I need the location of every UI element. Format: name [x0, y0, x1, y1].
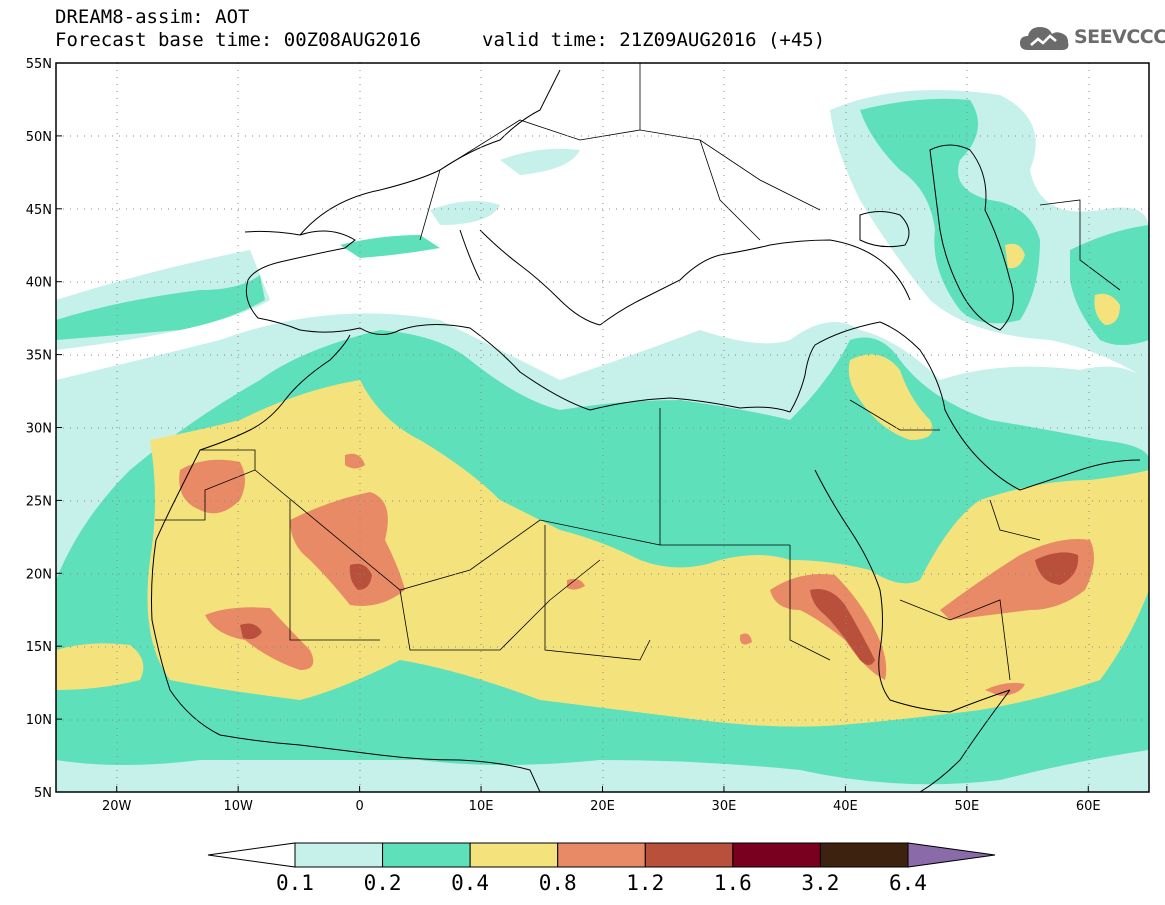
colorbar-segment [294, 842, 384, 868]
colorbar [207, 842, 996, 868]
lon-label: 10W [223, 799, 253, 814]
lon-label: 20E [590, 799, 615, 814]
colorbar-label: 1.2 [626, 871, 665, 895]
logo-text: SEEVCCC [1074, 26, 1165, 48]
lat-label: 5N [34, 786, 52, 801]
colorbar-segment [819, 842, 909, 868]
cloud-icon [1020, 27, 1069, 50]
lat-label: 15N [26, 640, 52, 655]
seevccc-logo: SEEVCCC [1018, 22, 1165, 54]
forecast-base-time: Forecast base time: 00Z08AUG2016 [55, 29, 422, 51]
colorbar-label: 0.2 [363, 871, 402, 895]
lat-label: 35N [26, 349, 52, 364]
borders [155, 63, 1121, 681]
title-line-1: DREAM8-assim: AOT [55, 6, 250, 28]
colorbar-min-arrow [207, 842, 296, 868]
lon-label: 40E [833, 799, 858, 814]
lat-label: 55N [26, 57, 52, 72]
colorbar-segment [557, 842, 646, 868]
colorbar-label: 0.8 [538, 871, 577, 895]
colorbar-max-arrow [907, 842, 996, 868]
lon-label: 50E [954, 799, 979, 814]
colorbar-label: 0.1 [276, 871, 314, 895]
lon-label: 10E [469, 799, 494, 814]
graticule [56, 63, 1149, 792]
lat-label: 40N [26, 276, 52, 291]
lon-label: 0 [355, 799, 363, 814]
latitude-labels: 55N 50N 45N 40N 35N 30N 25N 20N 15N 10N 5N [26, 57, 62, 801]
lon-label: 60E [1076, 799, 1101, 814]
lat-label: 25N [26, 494, 52, 509]
colorbar-label: 6.4 [889, 871, 927, 895]
lon-label: 30E [712, 799, 737, 814]
colorbar-segment [732, 842, 821, 868]
lat-label: 50N [26, 130, 52, 145]
colorbar-segment [382, 842, 471, 868]
lon-label: 20W [102, 799, 132, 814]
lat-label: 45N [26, 203, 52, 218]
colorbar-label: 0.4 [451, 871, 490, 895]
colorbar-segment [469, 842, 559, 868]
lat-label: 30N [26, 422, 52, 437]
colorbar-segment [644, 842, 734, 868]
valid-time: valid time: 21Z09AUG2016 (+45) [482, 29, 826, 51]
colorbar-label: 3.2 [801, 871, 840, 895]
colorbar-label: 1.6 [713, 871, 752, 895]
lat-label: 20N [26, 567, 52, 582]
lat-label: 10N [26, 713, 52, 728]
coastlines [151, 69, 1141, 792]
longitude-labels: 20W 10W 0 10E 20E 30E 40E 50E 60E [102, 786, 1101, 814]
